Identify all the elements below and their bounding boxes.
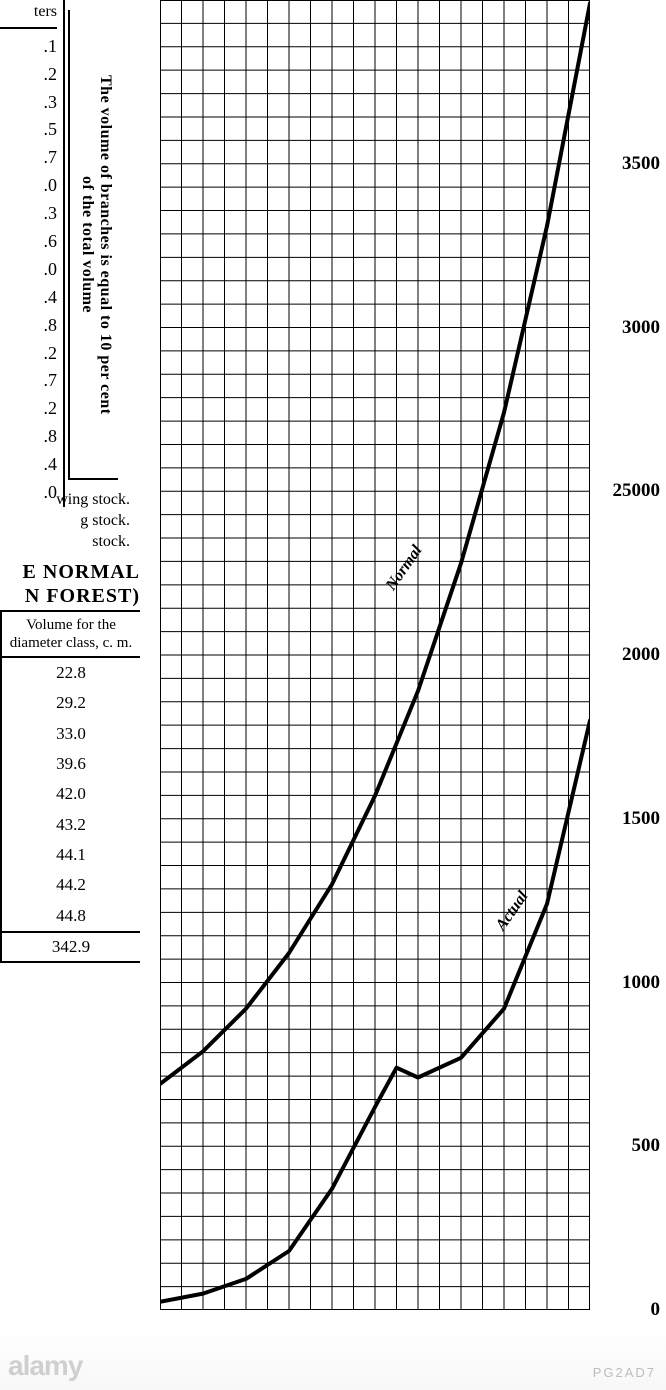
left-value-cell: .5 (0, 116, 57, 144)
stock-line: wing stock. (0, 490, 130, 511)
volume-table-cell: 33.0 (2, 719, 140, 749)
stock-lines: wing stock. g stock. stock. (0, 490, 130, 552)
y-tick-label: 0 (651, 1299, 661, 1321)
volume-table-cell: 39.6 (2, 749, 140, 779)
mid-title-line1: E NORMAL (0, 560, 140, 584)
vertical-note-box: The volume of branches is equal to 10 pe… (68, 10, 118, 480)
stock-line: g stock. (0, 511, 130, 532)
left-value-cell: .4 (0, 451, 57, 479)
chart-svg (160, 0, 590, 1310)
left-value-cell: .2 (0, 395, 57, 423)
page-root: ters .1.2.3.5.7.0.3.6.0.4.8.2.7.2.8.4.0 … (0, 0, 666, 1390)
y-tick-label: 500 (632, 1135, 661, 1157)
watermark-strip: alamy PG2AD7 (0, 1330, 666, 1390)
left-values-header: ters (0, 0, 57, 29)
volume-table-header: Volume for the diameter class, c. m. (2, 612, 140, 658)
chart-area: 35003000250002000150010005000 Total Numb… (160, 0, 590, 1310)
watermark-left: alamy (8, 1350, 82, 1382)
vertical-note-text: The volume of branches is equal to 10 pe… (78, 30, 114, 460)
left-value-cell: .3 (0, 89, 57, 117)
mid-title: E NORMAL N FOREST) (0, 560, 140, 608)
volume-table-cell: 29.2 (2, 688, 140, 718)
volume-table-total: 342.9 (2, 931, 140, 963)
left-value-cell: .0 (0, 172, 57, 200)
volume-table-cell: 43.2 (2, 810, 140, 840)
left-value-cell: .8 (0, 423, 57, 451)
vnote-line2: of the total volume (79, 176, 96, 313)
left-value-cell: .0 (0, 256, 57, 284)
y-tick-label: 3000 (622, 317, 660, 339)
volume-table: Volume for the diameter class, c. m. 22.… (0, 610, 140, 963)
y-tick-label: 1500 (622, 808, 660, 830)
left-value-cell: .2 (0, 340, 57, 368)
volume-table-cell: 44.8 (2, 901, 140, 931)
stock-line: stock. (0, 532, 130, 553)
vnote-line1: The volume of branches is equal to 10 pe… (97, 75, 114, 415)
y-ticks-container: 35003000250002000150010005000 (595, 0, 660, 1310)
left-value-cell: .4 (0, 284, 57, 312)
y-tick-label: 25000 (613, 480, 661, 502)
volume-table-cell: 42.0 (2, 779, 140, 809)
left-values-column: ters .1.2.3.5.7.0.3.6.0.4.8.2.7.2.8.4.0 (0, 0, 65, 507)
y-tick-label: 2000 (622, 644, 660, 666)
volume-table-cell: 44.1 (2, 840, 140, 870)
watermark-right: PG2AD7 (593, 1365, 656, 1380)
volume-table-cell: 44.2 (2, 870, 140, 900)
y-tick-label: 3500 (622, 153, 660, 175)
left-value-cell: .6 (0, 228, 57, 256)
left-value-cell: .7 (0, 144, 57, 172)
left-value-cell: .8 (0, 312, 57, 340)
left-value-cell: .2 (0, 61, 57, 89)
y-tick-label: 1000 (622, 972, 660, 994)
left-value-cell: .3 (0, 200, 57, 228)
left-value-cell: .1 (0, 33, 57, 61)
volume-table-cell: 22.8 (2, 658, 140, 688)
left-value-cell: .7 (0, 367, 57, 395)
mid-title-line2: N FOREST) (0, 584, 140, 608)
